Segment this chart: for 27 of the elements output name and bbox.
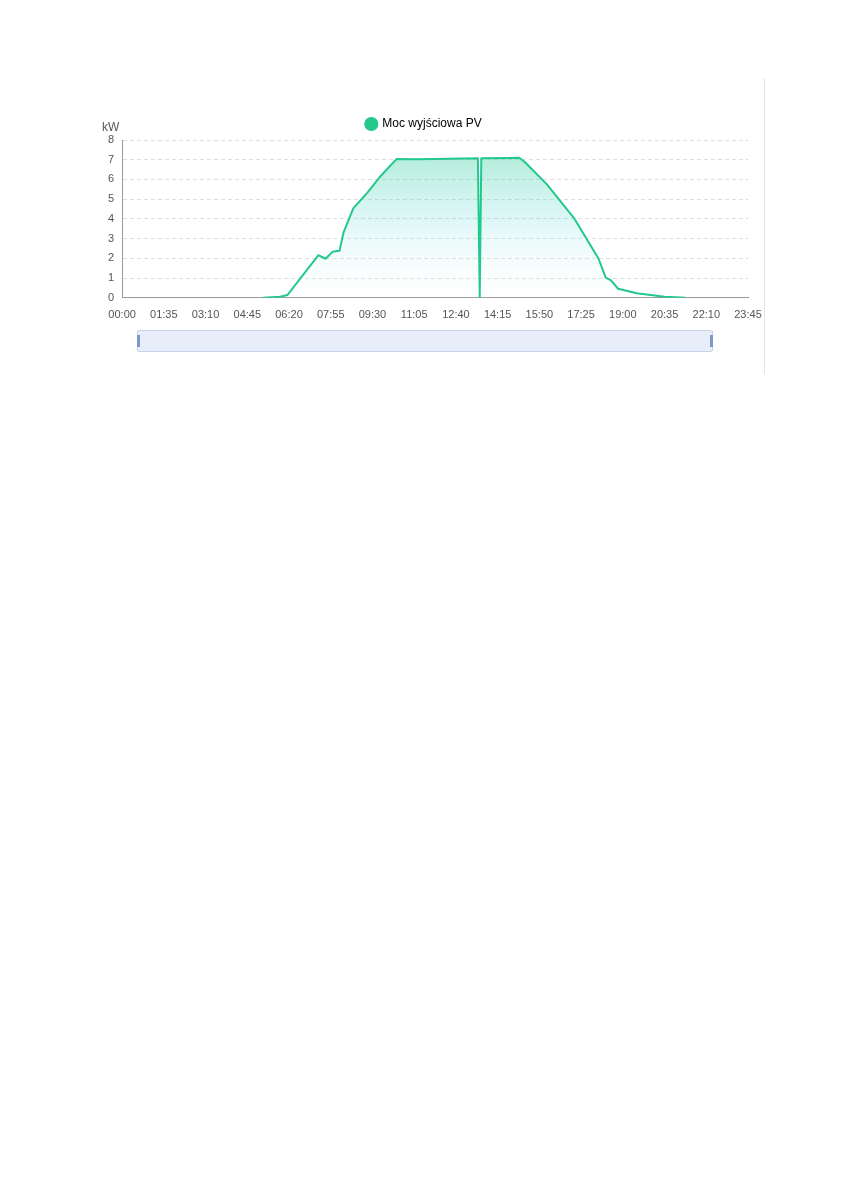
x-tick-label: 19:00 — [609, 308, 637, 321]
x-tick-label: 20:35 — [650, 308, 679, 321]
x-tick-label: 09:30 — [358, 308, 387, 321]
x-tick-label: 14:15 — [483, 308, 512, 321]
y-tick-label: 3 — [107, 231, 115, 244]
x-tick-label: 15:50 — [525, 308, 554, 321]
y-axis-title: kW — [102, 120, 120, 135]
x-tick-label: 22:10 — [692, 308, 721, 321]
x-tick-label: 11:05 — [400, 308, 428, 321]
x-tick-label: 04:45 — [233, 308, 262, 321]
y-tick-label: 4 — [107, 211, 115, 224]
y-tick-label: 8 — [107, 133, 115, 146]
y-tick-label: 7 — [107, 152, 115, 165]
legend-label: Moc wyjściowa PV — [382, 116, 482, 131]
x-tick-label: 00:00 — [108, 308, 136, 321]
y-tick-label: 2 — [107, 251, 115, 264]
x-tick-label: 01:35 — [150, 308, 178, 321]
y-tick-label: 1 — [107, 271, 115, 284]
y-tick-label: 0 — [107, 290, 115, 303]
x-tick-label: 06:20 — [275, 308, 303, 321]
y-tick-label: 6 — [107, 172, 115, 185]
x-tick-label: 03:10 — [191, 308, 220, 321]
y-tick-label: 5 — [107, 192, 115, 205]
x-tick-label: 23:45 — [734, 308, 762, 321]
x-tick-label: 17:25 — [567, 308, 595, 321]
x-tick-label: 07:55 — [316, 308, 345, 321]
x-tick-label: 12:40 — [442, 308, 470, 321]
